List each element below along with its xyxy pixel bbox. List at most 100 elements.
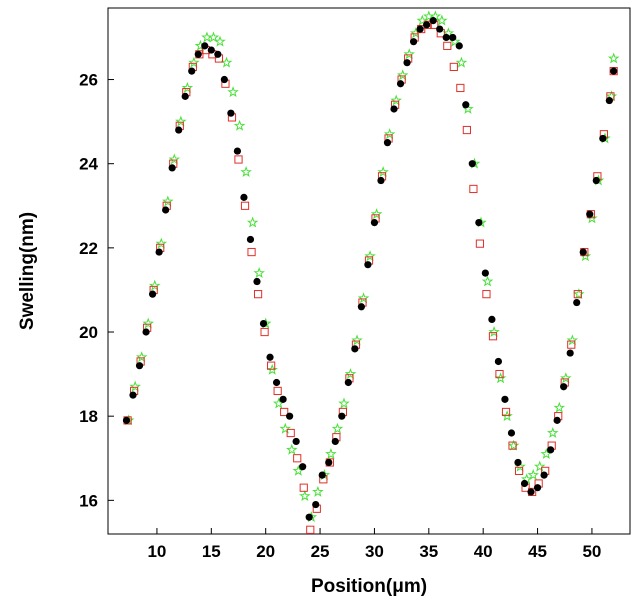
data-point-circle [442,33,450,42]
y-axis-title: Swelling(nm) [17,212,38,330]
data-point-star [488,325,500,337]
data-point-star [299,490,311,502]
data-point-circle [370,219,379,227]
data-point-circle [201,42,209,50]
data-point-star [566,334,579,346]
data-point-circle [566,349,574,357]
data-point-circle [142,328,150,336]
data-point-star [357,292,370,304]
data-point-circle [436,25,444,33]
data-point-star [573,288,585,300]
data-point-circle [520,479,529,488]
data-point-star [533,460,546,472]
data-point-star [560,372,572,384]
data-point-square [253,290,263,299]
plot-frame [107,7,631,535]
x-tick-label: 40 [474,542,493,561]
data-point-circle [207,46,215,54]
data-point-circle [233,147,242,155]
data-point-circle [364,261,372,269]
x-tick-label: 30 [365,542,384,561]
data-point-star [188,56,200,68]
data-point-circle [318,471,326,479]
data-point-circle [560,383,568,391]
data-point-circle [299,463,307,471]
data-point-circle [579,248,587,256]
series-open-star [122,10,620,523]
y-tick-label: 24 [79,155,98,174]
data-point-star [383,128,396,140]
data-point-square [306,525,315,534]
y-tick-label: 18 [79,407,98,426]
data-point-square [299,483,308,492]
data-point-circle [455,42,463,50]
data-point-circle [383,139,392,147]
y-tick-label: 16 [79,491,98,510]
data-point-circle [253,277,261,286]
data-point-circle [592,176,600,185]
data-point-star [494,372,507,384]
data-point-star [214,35,226,47]
data-point-square [456,83,465,93]
data-point-circle [573,298,581,307]
data-point-square [260,327,269,337]
x-tick-label: 25 [311,542,330,561]
data-point-circle [599,134,607,143]
data-point-star [416,14,429,26]
data-point-circle [246,235,255,244]
data-point-circle [481,269,489,277]
data-point-circle [586,210,594,218]
data-point-circle [351,345,359,353]
data-point-square [240,201,250,210]
data-point-star [396,69,409,81]
data-point-square [449,62,458,72]
data-point-circle [292,437,300,446]
data-point-star [135,351,148,363]
data-point-circle [272,378,281,387]
data-point-circle [129,391,137,399]
data-point-circle [396,80,405,88]
data-point-square [234,155,243,164]
data-point-circle [507,429,516,437]
data-point-circle [553,416,561,424]
data-point-star [390,94,402,106]
data-point-circle [429,17,437,25]
data-point-circle [155,248,163,256]
data-point-circle [610,67,618,75]
x-tick-label: 15 [202,542,221,561]
data-point-circle [423,21,431,29]
data-point-square [469,184,478,194]
data-point-square [501,407,511,417]
data-point-circle [162,206,170,214]
x-tick-label: 10 [147,542,166,561]
y-tick-label: 20 [79,323,98,342]
x-tick-label: 50 [582,542,601,561]
x-tick-label: 20 [256,542,275,561]
data-point-circle [357,303,365,311]
data-point-star [246,216,259,228]
data-point-circle [227,109,235,117]
data-point-square [443,41,452,50]
data-point-circle [286,412,294,420]
data-point-star [286,443,298,455]
data-point-star [207,31,220,43]
data-point-square [475,239,485,248]
data-point-circle [305,513,313,521]
data-point-circle [409,38,418,46]
series-open-square [123,20,618,534]
data-point-circle [122,416,131,424]
data-point-square [267,361,276,370]
data-point-circle [194,50,202,58]
data-point-square [514,466,524,475]
data-point-circle [494,357,503,366]
data-point-circle [188,67,196,75]
data-point-star [501,410,513,422]
data-point-circle [605,96,613,105]
data-point-star [455,56,468,68]
data-point-circle [540,471,548,479]
data-point-star [507,439,520,451]
data-marks [122,10,620,534]
data-point-star [181,81,194,93]
x-axis-title: Position(μm) [311,576,427,597]
data-point-circle [331,437,339,446]
